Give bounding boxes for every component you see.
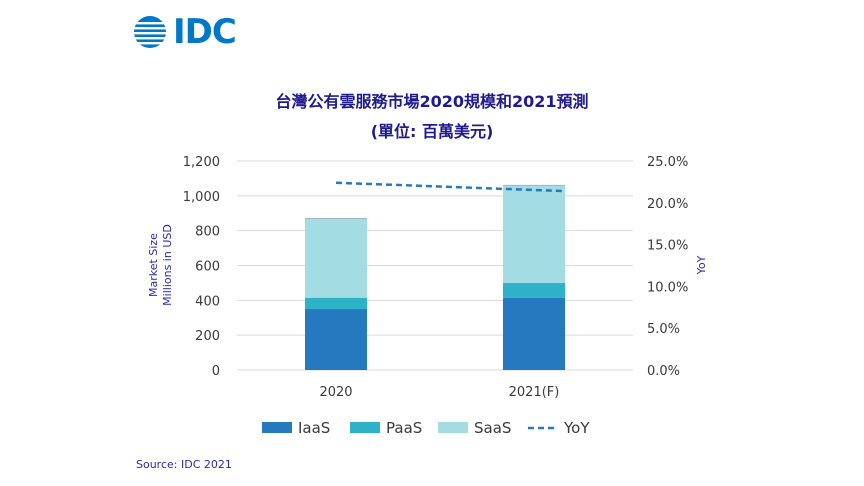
y2-tick-label: 20.0% [647, 197, 688, 212]
grid-lines [237, 160, 633, 371]
y-tick-label: 1,200 [183, 155, 220, 170]
yoy-line [335, 181, 565, 193]
bar-iaas-0 [305, 309, 367, 370]
y2-tick-label: 5.0% [647, 322, 680, 337]
y2-tick-label: 25.0% [647, 155, 688, 170]
y2-axis-ticks: 0.0% 5.0% 10.0% 15.0% 20.0% 25.0% [647, 155, 688, 379]
y2-axis-label: YoY [695, 255, 708, 275]
idc-globe-icon [133, 16, 167, 48]
source-note: Source: IDC 2021 [136, 458, 232, 471]
logo-text: IDC [173, 12, 237, 52]
y2-tick-label: 0.0% [647, 364, 680, 379]
yoy-series-line [335, 181, 565, 193]
legend-swatch-iaas [262, 422, 292, 433]
y2-tick-label: 15.0% [647, 239, 688, 254]
bars [305, 184, 565, 370]
legend: IaaS PaaS SaaS YoY [262, 419, 590, 437]
legend-swatch-paas [350, 422, 380, 433]
y-tick-label: 200 [195, 329, 220, 344]
legend-label-saas: SaaS [474, 419, 511, 437]
x-tick-label: 2021(F) [509, 385, 560, 400]
y-axis-label-line: Millions in USD [161, 224, 174, 306]
x-axis-ticks: 2020 2021(F) [319, 385, 559, 400]
y-tick-label: 1,000 [183, 190, 220, 205]
y-axis-label-line: Market Size [147, 233, 160, 297]
bar-saas-1 [503, 185, 565, 283]
chart-title: 台灣公有雲服務市場2020規模和2021預測 [275, 92, 589, 111]
y-tick-label: 0 [212, 364, 220, 379]
y2-tick-label: 10.0% [647, 280, 688, 295]
bar-saas-0 [305, 218, 367, 298]
y-axis-ticks: 0 200 400 600 800 1,000 1,200 [183, 155, 220, 379]
y-tick-label: 800 [195, 225, 220, 240]
y-tick-label: 400 [195, 294, 220, 309]
bar-iaas-1 [503, 297, 565, 370]
legend-swatch-saas [438, 422, 468, 433]
bar-paas-1 [503, 282, 565, 298]
y-tick-label: 600 [195, 260, 220, 275]
legend-label-paas: PaaS [386, 419, 422, 437]
y2-axis-label-text: YoY [695, 255, 708, 275]
x-tick-label: 2020 [319, 385, 352, 400]
chart-subtitle: (單位: 百萬美元) [370, 122, 494, 141]
y-axis-label: Market Size Millions in USD [147, 224, 174, 306]
bar-paas-0 [305, 297, 367, 310]
legend-label-iaas: IaaS [298, 419, 330, 437]
idc-logo: IDC [133, 12, 237, 52]
legend-label-yoy: YoY [563, 419, 590, 437]
